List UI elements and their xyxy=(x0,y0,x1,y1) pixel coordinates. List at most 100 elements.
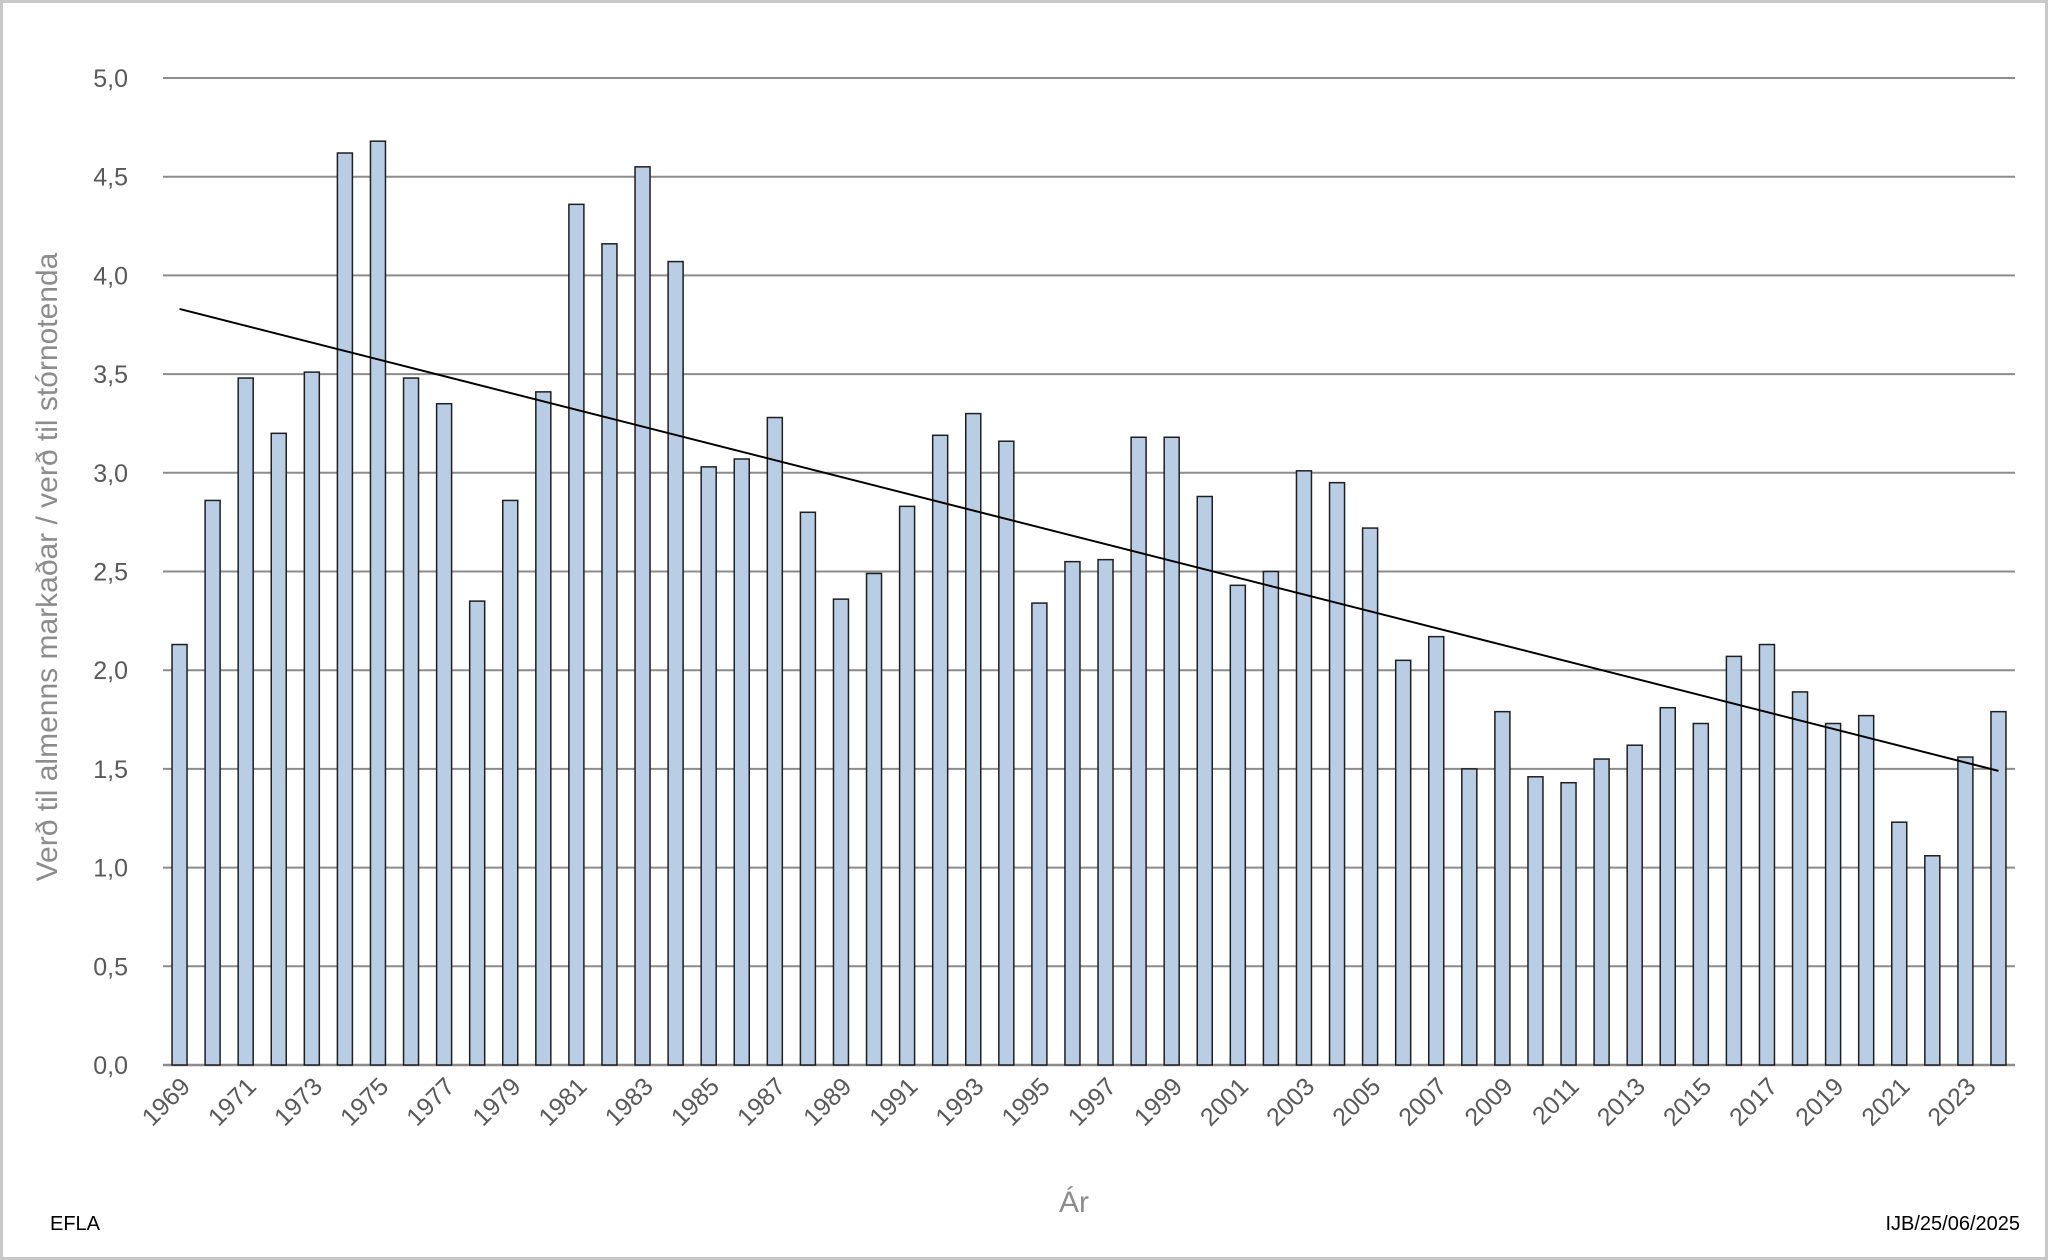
x-tick-label: 2021 xyxy=(1856,1072,1915,1131)
x-axis-ticks: 1969 1971 1973 1975 1977 1979 1981 1983 1985 1987… xyxy=(137,1072,1982,1131)
x-tick-label: 2023 xyxy=(1923,1072,1982,1131)
bar xyxy=(1361,527,1379,1066)
bar xyxy=(1924,855,1941,1066)
bar xyxy=(766,416,784,1066)
x-tick-label: 2003 xyxy=(1261,1072,1320,1131)
bar xyxy=(1428,635,1445,1066)
bar xyxy=(468,600,486,1066)
y-axis-ticks: 0,0 0,5 1,0 1,5 2,0 2,5 3,0 3,5 4,0 4,5 5,0 xyxy=(93,65,128,1080)
bar xyxy=(634,166,651,1066)
x-tick-label: 2019 xyxy=(1790,1072,1849,1131)
bar xyxy=(733,458,750,1066)
y-tick-label: 2,5 xyxy=(93,559,128,587)
x-tick-label: 1999 xyxy=(1129,1072,1188,1131)
y-tick-label: 0,5 xyxy=(93,953,128,981)
y-tick-label: 1,0 xyxy=(93,855,128,883)
bar xyxy=(1097,558,1114,1066)
bar xyxy=(535,391,552,1066)
x-tick-label: 2013 xyxy=(1592,1072,1651,1131)
bar xyxy=(1163,436,1180,1066)
bar xyxy=(1626,744,1643,1066)
x-tick-label: 2011 xyxy=(1527,1072,1585,1130)
y-tick-label: 0,0 xyxy=(93,1052,128,1080)
y-tick-label: 4,5 xyxy=(93,164,128,192)
x-tick-label: 2001 xyxy=(1195,1072,1254,1131)
bar xyxy=(998,440,1015,1066)
x-tick-label: 1981 xyxy=(534,1072,593,1131)
bar xyxy=(1692,722,1710,1066)
x-axis-title: Ár xyxy=(1059,1186,1089,1219)
x-tick-label: 1969 xyxy=(137,1072,196,1131)
bar xyxy=(832,598,850,1066)
x-tick-label: 1993 xyxy=(930,1072,989,1131)
footer-left-label: EFLA xyxy=(50,1213,101,1235)
y-tick-label: 3,5 xyxy=(93,361,128,389)
y-tick-label: 1,5 xyxy=(93,756,128,784)
x-tick-label: 1983 xyxy=(600,1072,659,1131)
bar xyxy=(1394,659,1412,1066)
bar xyxy=(1990,710,2007,1066)
bar xyxy=(1064,560,1081,1066)
bar xyxy=(1130,436,1147,1066)
bar xyxy=(931,434,949,1066)
bar xyxy=(898,505,916,1066)
bar xyxy=(303,371,321,1066)
x-tick-label: 1997 xyxy=(1063,1072,1122,1131)
bar xyxy=(1891,821,1908,1066)
bar xyxy=(667,260,684,1066)
x-tick-label: 1975 xyxy=(335,1072,394,1131)
bar xyxy=(1560,781,1577,1066)
y-tick-label: 4,0 xyxy=(93,262,128,290)
bar xyxy=(1758,643,1776,1066)
bar xyxy=(237,377,254,1066)
bar xyxy=(1229,584,1247,1066)
y-axis-title: Verð til almenns markaðar / verð til stó… xyxy=(31,252,64,881)
bar xyxy=(965,412,982,1066)
bar xyxy=(1659,706,1676,1066)
x-tick-label: 2005 xyxy=(1327,1072,1386,1131)
bar xyxy=(1957,756,1974,1066)
bar xyxy=(270,432,287,1066)
bar xyxy=(799,511,817,1066)
bar xyxy=(568,203,585,1066)
bar xyxy=(171,643,188,1066)
bar xyxy=(204,499,221,1066)
trendline xyxy=(179,307,1999,772)
trendline-group xyxy=(179,307,1999,772)
bar xyxy=(601,243,618,1066)
bar xyxy=(435,402,453,1066)
x-tick-label: 1977 xyxy=(401,1072,460,1131)
bar xyxy=(1328,481,1346,1066)
x-tick-label: 1979 xyxy=(467,1072,526,1131)
bar xyxy=(1527,776,1544,1066)
x-tick-label: 2017 xyxy=(1724,1072,1783,1131)
footer-right-label: IJB/25/06/2025 xyxy=(1885,1213,2020,1235)
bar xyxy=(1791,691,1809,1066)
bar xyxy=(1857,714,1875,1066)
bar xyxy=(1295,470,1313,1066)
bar xyxy=(1461,768,1478,1066)
x-tick-label: 2007 xyxy=(1393,1072,1452,1131)
bar xyxy=(1494,710,1511,1066)
bar xyxy=(1262,570,1280,1066)
bar xyxy=(700,466,717,1066)
bar xyxy=(1725,655,1743,1066)
bars xyxy=(171,140,2007,1066)
x-tick-label: 1989 xyxy=(798,1072,857,1131)
y-tick-label: 5,0 xyxy=(93,65,128,93)
x-tick-label: 1973 xyxy=(269,1072,328,1131)
x-tick-label: 2015 xyxy=(1658,1072,1717,1131)
x-tick-label: 1985 xyxy=(666,1072,725,1131)
bar xyxy=(1196,495,1213,1066)
bar xyxy=(369,140,387,1066)
x-tick-label: 1995 xyxy=(997,1072,1056,1131)
bar xyxy=(402,377,420,1066)
x-tick-label: 1987 xyxy=(732,1072,791,1131)
bar xyxy=(1031,602,1048,1066)
bar xyxy=(336,152,354,1066)
y-tick-label: 3,0 xyxy=(93,460,128,488)
bar xyxy=(1824,722,1842,1066)
bar xyxy=(1593,758,1610,1066)
